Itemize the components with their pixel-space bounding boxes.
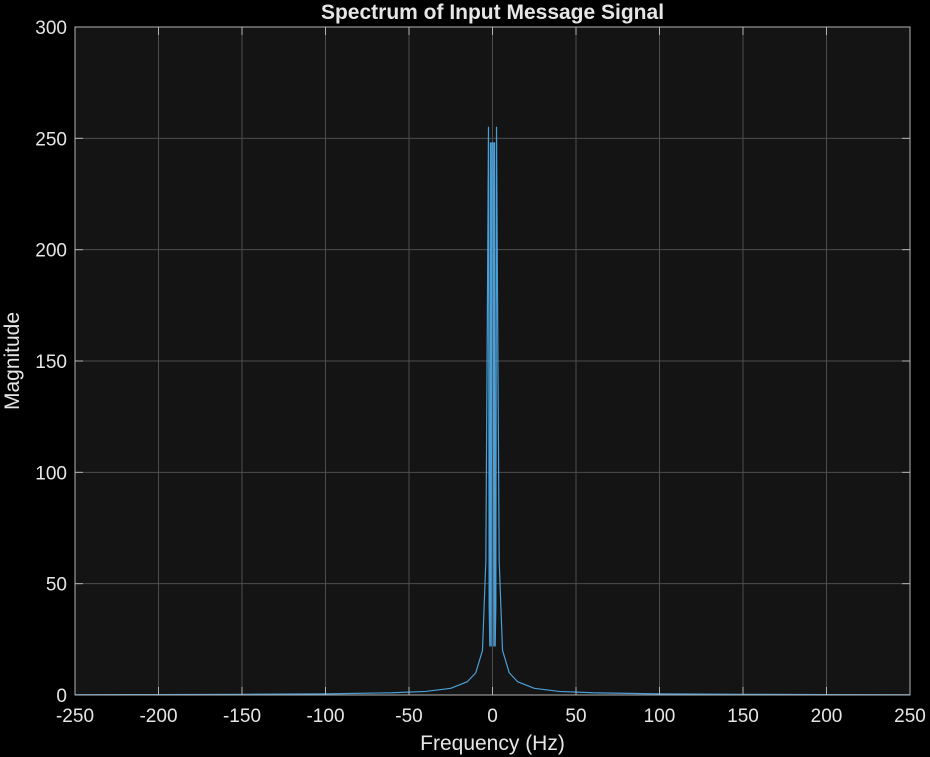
x-tick-label: -200	[139, 706, 177, 727]
y-tick-label: 50	[46, 575, 67, 596]
x-tick-label: 100	[644, 706, 676, 727]
chart-title: Spectrum of Input Message Signal	[321, 1, 664, 24]
x-tick-label: 50	[565, 706, 586, 727]
y-tick-label: 200	[35, 241, 67, 262]
x-tick-label: 200	[811, 706, 843, 727]
x-tick-label: 0	[487, 706, 498, 727]
x-axis-label: Frequency (Hz)	[420, 732, 565, 755]
y-tick-label: 250	[35, 129, 67, 150]
plot-area	[74, 126, 911, 696]
x-tick-label: 150	[727, 706, 759, 727]
y-tick-label: 150	[35, 352, 67, 373]
y-axis-label: Magnitude	[1, 312, 24, 410]
grid	[75, 27, 910, 695]
ticks: -250 -200 -150 -100 -50 0 50 100 150 200 250 0 50 100…	[35, 18, 926, 727]
spectrum-series-line	[74, 126, 911, 696]
x-tick-label: -250	[56, 706, 94, 727]
y-tick-label: 300	[35, 18, 67, 39]
x-tick-label: -50	[395, 706, 422, 727]
y-tick-label: 100	[35, 463, 67, 484]
x-tick-label: -100	[306, 706, 344, 727]
x-tick-label: -150	[223, 706, 261, 727]
y-tick-label: 0	[56, 686, 67, 707]
x-tick-label: 250	[894, 706, 926, 727]
